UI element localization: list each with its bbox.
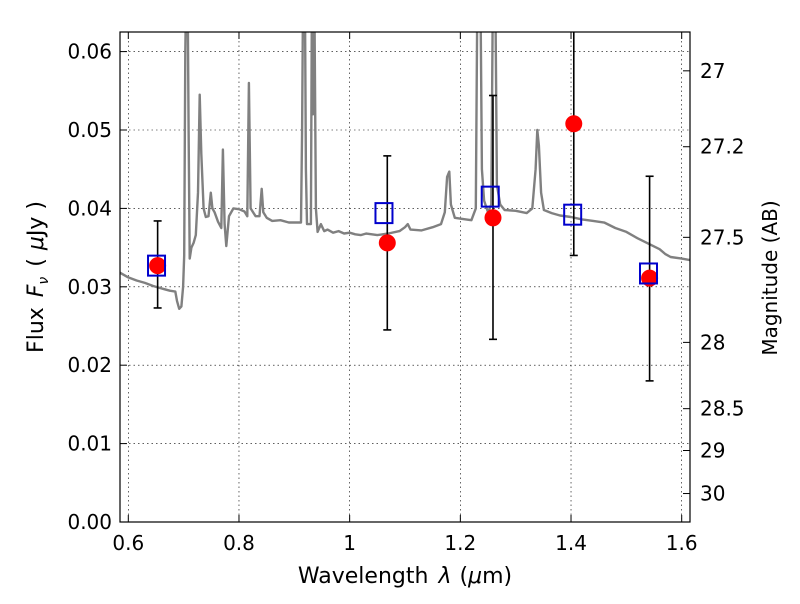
y-tick-label: 0.02 bbox=[67, 353, 112, 377]
y-tick-label: 0.00 bbox=[67, 510, 112, 534]
spectrum-line bbox=[120, 32, 690, 310]
x-tick-label: 1.2 bbox=[444, 531, 476, 555]
y2-tick-label: 27 bbox=[700, 59, 725, 83]
model-flux-marker bbox=[480, 185, 500, 208]
y2-tick-label: 30 bbox=[700, 482, 725, 506]
y-tick-label: 0.03 bbox=[67, 275, 112, 299]
axes-frame bbox=[119, 31, 691, 523]
y-tick-label: 0.05 bbox=[67, 118, 112, 142]
y2-tick-label: 28 bbox=[700, 330, 725, 354]
x-tick-label: 1 bbox=[343, 531, 356, 555]
grid-layer bbox=[120, 32, 690, 523]
tick-layer: 0.6 0.8 1 1.2 1.4 1.6 0.00 0.01 0.02 0.03 0.04 0.05… bbox=[67, 32, 745, 555]
x-tick-label: 0.8 bbox=[223, 531, 255, 555]
x-tick-label: 1.4 bbox=[555, 531, 587, 555]
plot-area bbox=[120, 32, 690, 382]
model-flux-marker bbox=[374, 202, 394, 225]
y-tick-label: 0.01 bbox=[67, 432, 112, 456]
x-axis-label: Wavelength λ (μm) bbox=[298, 564, 512, 589]
y2-tick-label: 28.5 bbox=[700, 397, 745, 421]
y-tick-label: 0.06 bbox=[67, 40, 112, 64]
model-flux-marker bbox=[563, 203, 583, 226]
observed-flux-point bbox=[484, 209, 502, 227]
y2-tick-label: 27.2 bbox=[700, 135, 745, 159]
observed-flux-point bbox=[565, 115, 583, 133]
y2-tick-label: 29 bbox=[700, 438, 725, 462]
x-tick-label: 1.6 bbox=[666, 531, 698, 555]
y-tick-label: 0.04 bbox=[67, 196, 112, 220]
spectrum-layer bbox=[120, 32, 690, 310]
x-tick-label: 0.6 bbox=[112, 531, 144, 555]
model-flux-marker bbox=[147, 254, 167, 277]
y2-axis-label: Magnitude (AB) bbox=[758, 200, 782, 355]
observed-flux-point bbox=[149, 257, 167, 275]
photometry-layer bbox=[147, 32, 659, 382]
y-axis-label: FluxFν(μJy ) bbox=[24, 201, 52, 353]
observed-flux-point bbox=[378, 234, 396, 252]
model-flux-marker bbox=[638, 262, 658, 285]
y2-tick-label: 27.5 bbox=[700, 225, 745, 249]
